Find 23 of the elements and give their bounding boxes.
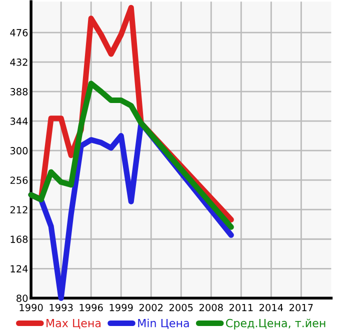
y-tick-label: 212: [10, 206, 28, 214]
x-tick-label: 1993: [50, 304, 73, 312]
x-tick-label: 2002: [139, 304, 163, 312]
x-tick-label: 1990: [20, 304, 43, 312]
legend-label: Max Цена: [46, 319, 101, 329]
x-tick-label: 1996: [80, 304, 103, 312]
y-tick-label: 168: [10, 236, 28, 243]
x-tick-label: 2014: [260, 304, 283, 312]
y-tick-label: 124: [10, 265, 28, 272]
y-tick-label: 388: [10, 88, 28, 96]
y-tick-label: 80: [16, 294, 28, 302]
y-tick-label: 432: [10, 58, 28, 66]
x-tick-label: 1999: [110, 304, 133, 312]
y-tick-label: 256: [10, 176, 28, 184]
legend-label: Сред.Цена, т.йен: [226, 318, 326, 330]
x-tick-label: 2005: [169, 304, 193, 312]
x-tick-label: 2011: [229, 304, 253, 312]
x-tick-label: 2017: [290, 304, 313, 312]
legend-label: Min Цена: [138, 318, 189, 329]
y-tick-label: 476: [10, 29, 28, 36]
y-tick-label: 300: [10, 147, 28, 154]
y-tick-label: 344: [10, 118, 28, 125]
x-tick-label: 2008: [199, 304, 223, 312]
